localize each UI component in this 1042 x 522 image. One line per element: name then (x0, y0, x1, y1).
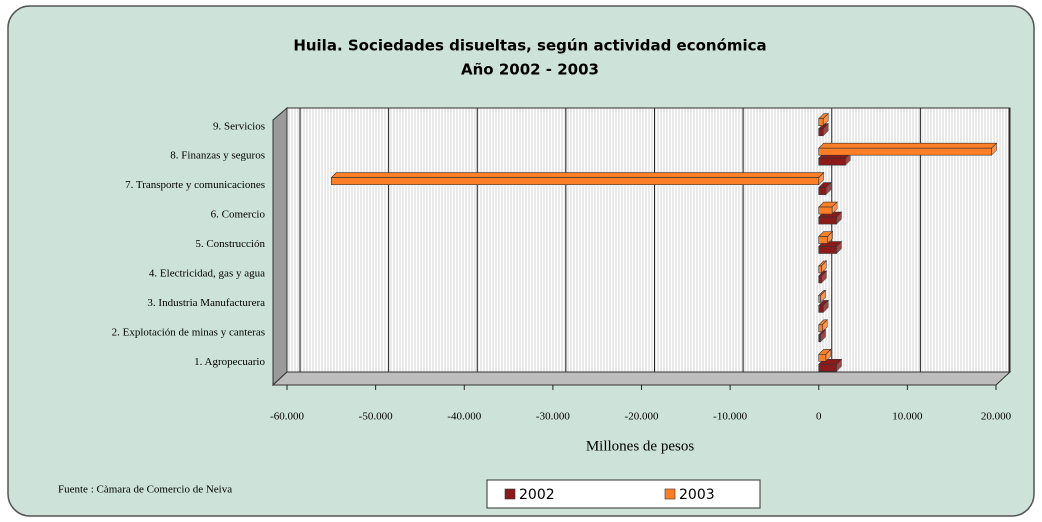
legend-label: 2003 (679, 487, 715, 503)
bar-face (330, 172, 825, 178)
y-tick-label: 8. Finanzas y seguros (170, 150, 265, 162)
y-tick-label: 7. Transporte y comunicaciones (125, 179, 265, 191)
chart-subtitle: Año 2002 - 2003 (461, 61, 599, 79)
legend-box (486, 479, 761, 509)
bar-face (818, 324, 823, 333)
bar (818, 319, 829, 333)
x-axis-title: Millones de pesos (586, 438, 694, 454)
bar (818, 260, 828, 274)
chart-title: Huila. Sociedades disueltas, según activ… (293, 37, 766, 55)
x-tick-label: -30.000 (536, 411, 570, 423)
plot-wall (272, 106, 288, 387)
bar-face (818, 275, 822, 284)
y-tick-label: 4. Electricidad, gas y agua (149, 267, 265, 279)
bar-face (818, 265, 822, 274)
bar-face (818, 363, 837, 372)
bar (818, 299, 829, 314)
bar-face (818, 334, 821, 343)
bar (818, 181, 832, 196)
bar-face (818, 236, 828, 244)
y-tick-label: 3. Industria Manufacturera (147, 297, 265, 309)
bar (818, 348, 832, 363)
bar-face (818, 216, 837, 225)
bar-face (818, 157, 846, 166)
bar (330, 171, 825, 186)
bar-face (818, 142, 998, 149)
bar-face (818, 246, 837, 254)
legend-swatch (664, 488, 676, 500)
y-tick-label: 5. Construcción (195, 238, 265, 250)
y-tick-label: 6. Comercio (211, 209, 266, 221)
bar-face (818, 147, 992, 156)
x-tick-label: -10.000 (713, 411, 747, 423)
x-tick-label: -60.000 (270, 411, 304, 423)
source-note: Fuente : Càmara de Comercio de Neiva (58, 484, 232, 496)
bar-face (818, 353, 827, 362)
bar-face (818, 187, 827, 195)
bar-face (818, 206, 833, 215)
bar-face (331, 177, 820, 185)
x-tick-label: 0 (816, 411, 822, 423)
bar (818, 112, 829, 127)
bar-face (818, 295, 821, 303)
bar (818, 142, 998, 156)
bar-face (818, 305, 824, 313)
bar-face (818, 118, 824, 127)
bar-face (818, 128, 824, 137)
bar (818, 230, 834, 245)
bar (818, 289, 827, 304)
x-tick-label: -20.000 (625, 411, 659, 423)
bar (818, 201, 838, 215)
plot-floor (271, 371, 1012, 386)
x-tick-label: 20.000 (981, 411, 1012, 423)
x-tick-label: -40.000 (447, 411, 481, 423)
x-tick-label: -50.000 (359, 411, 393, 423)
x-tick-label: 10.000 (892, 411, 923, 423)
legend-swatch (504, 488, 516, 500)
y-tick-label: 2. Explotación de minas y canteras (112, 326, 265, 338)
y-tick-label: 1. Agropecuario (194, 356, 265, 368)
y-tick-label: 9. Servicios (213, 120, 265, 132)
legend-label: 2002 (519, 487, 555, 503)
